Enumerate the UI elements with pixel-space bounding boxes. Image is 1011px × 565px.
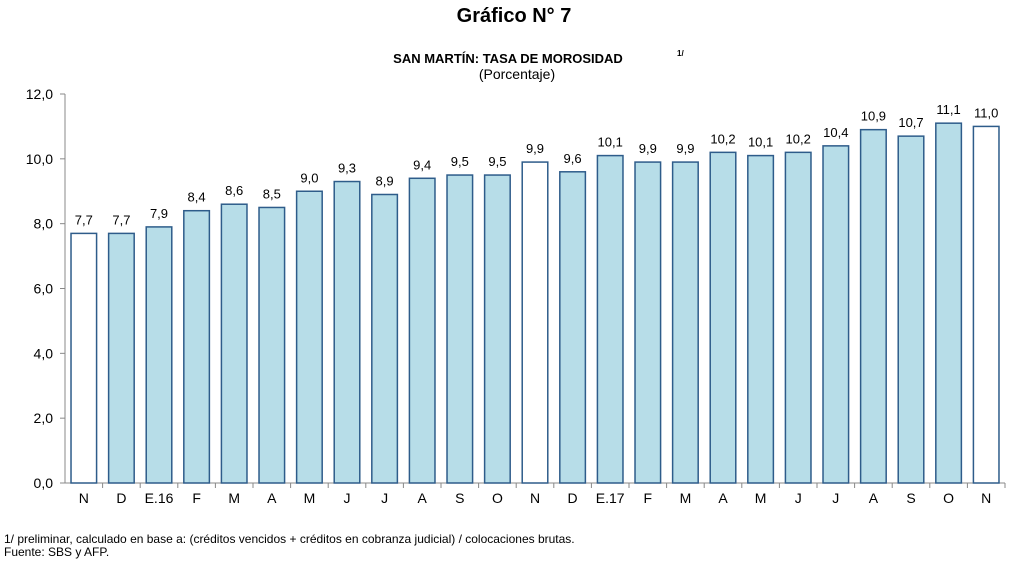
source: Fuente: SBS y AFP. <box>4 545 109 559</box>
bar <box>446 174 474 484</box>
bar <box>709 151 737 484</box>
value-label: 10,1 <box>598 135 623 150</box>
value-label: 9,0 <box>300 170 318 185</box>
x-tick-label: A <box>418 490 428 506</box>
value-label: 8,5 <box>263 186 281 201</box>
y-tick-label: 4,0 <box>34 345 54 361</box>
bar <box>822 145 850 484</box>
bar <box>671 161 699 484</box>
bar <box>371 193 399 484</box>
value-label: 9,9 <box>639 141 657 156</box>
value-label: 9,3 <box>338 161 356 176</box>
bar <box>596 154 624 484</box>
value-label: 7,9 <box>150 206 168 221</box>
chart-subtitle: SAN MARTÍN: TASA DE MOROSIDAD <box>393 51 623 66</box>
bar <box>220 203 248 484</box>
value-label: 10,7 <box>898 115 923 130</box>
y-tick-label: 0,0 <box>34 475 54 491</box>
value-label: 9,6 <box>564 151 582 166</box>
bar <box>747 154 775 484</box>
x-tick-label: M <box>755 490 767 506</box>
y-tick-label: 12,0 <box>26 86 53 102</box>
value-label: 9,5 <box>451 154 469 169</box>
value-label: 9,9 <box>526 141 544 156</box>
x-tick-label: M <box>228 490 240 506</box>
bar <box>634 161 662 484</box>
bar <box>784 151 812 484</box>
value-label: 9,9 <box>676 141 694 156</box>
value-label: 10,2 <box>786 131 811 146</box>
bar <box>408 177 436 484</box>
value-label: 10,9 <box>861 109 886 124</box>
footnote: 1/ preliminar, calculado en base a: (cré… <box>4 532 575 546</box>
bar <box>295 190 323 484</box>
value-label: 9,5 <box>488 154 506 169</box>
x-tick-label: D <box>568 490 578 506</box>
value-label: 9,4 <box>413 157 431 172</box>
x-tick-label: D <box>116 490 126 506</box>
value-label: 8,4 <box>188 190 206 205</box>
y-tick-label: 8,0 <box>34 216 54 232</box>
value-label: 10,1 <box>748 135 773 150</box>
value-label: 10,2 <box>710 131 735 146</box>
x-tick-label: F <box>192 490 201 506</box>
bar <box>972 125 1000 484</box>
x-tick-label: E.17 <box>596 490 625 506</box>
value-label: 11,0 <box>974 105 998 120</box>
x-tick-label: J <box>795 490 802 506</box>
bar <box>521 161 549 484</box>
x-tick-label: N <box>981 490 991 506</box>
x-tick-label: M <box>680 490 692 506</box>
bar <box>559 171 587 484</box>
bar <box>70 232 98 484</box>
bar <box>333 180 361 484</box>
value-label: 7,7 <box>112 212 130 227</box>
bar <box>183 209 211 484</box>
x-tick-label: N <box>530 490 540 506</box>
x-tick-label: S <box>906 490 915 506</box>
chart-title: Gráfico N° 7 <box>457 5 572 27</box>
value-label: 8,6 <box>225 183 243 198</box>
unit-label: (Porcentaje) <box>479 66 555 82</box>
value-label: 10,4 <box>823 125 848 140</box>
bar <box>859 128 887 484</box>
x-tick-label: A <box>718 490 728 506</box>
x-tick-label: A <box>869 490 879 506</box>
x-tick-label: O <box>943 490 954 506</box>
x-tick-label: S <box>455 490 464 506</box>
bar <box>107 232 135 484</box>
bar <box>145 226 173 484</box>
x-tick-label: O <box>492 490 503 506</box>
bar <box>483 174 511 484</box>
y-tick-label: 2,0 <box>34 410 54 426</box>
x-tick-label: N <box>79 490 89 506</box>
y-tick-label: 6,0 <box>34 281 54 297</box>
bar <box>897 135 925 484</box>
x-tick-label: J <box>832 490 839 506</box>
x-tick-label: M <box>304 490 316 506</box>
value-label: 11,1 <box>936 102 960 117</box>
value-label: 7,7 <box>75 212 93 227</box>
y-tick-label: 10,0 <box>26 151 53 167</box>
x-tick-label: F <box>644 490 653 506</box>
subtitle-note: 1/ <box>677 49 684 58</box>
value-label: 8,9 <box>376 173 394 188</box>
bar <box>935 122 963 484</box>
x-tick-label: E.16 <box>145 490 174 506</box>
x-tick-label: J <box>344 490 351 506</box>
x-tick-label: A <box>267 490 277 506</box>
x-tick-label: J <box>381 490 388 506</box>
bar <box>258 206 286 484</box>
